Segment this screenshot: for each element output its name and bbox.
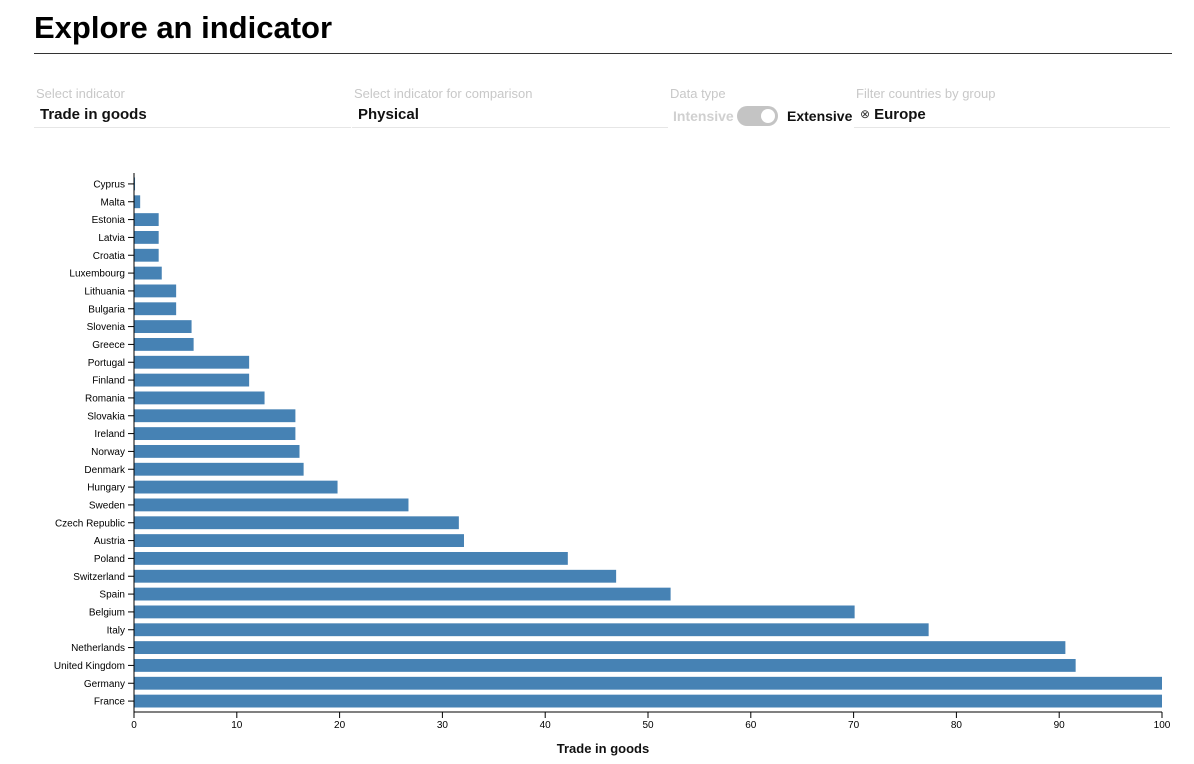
- y-tick-label-ireland: Ireland: [94, 429, 125, 440]
- bar-cyprus: [134, 177, 136, 191]
- y-tick-label-slovenia: Slovenia: [87, 322, 126, 333]
- bar-finland: [134, 373, 250, 387]
- bar-luxembourg: [134, 266, 162, 280]
- bar-portugal: [134, 355, 250, 369]
- bar-belgium: [134, 605, 855, 619]
- y-tick-label-latvia: Latvia: [98, 233, 125, 244]
- comparison-select-value: Physical: [358, 106, 419, 123]
- y-tick-label-cyprus: Cyprus: [93, 179, 125, 190]
- bar-ireland: [134, 427, 296, 441]
- y-tick-label-sweden: Sweden: [89, 500, 125, 511]
- comparison-select[interactable]: Select indicator for comparison Physical: [352, 86, 668, 128]
- x-tick-label-40: 40: [540, 720, 552, 731]
- bar-norway: [134, 444, 300, 458]
- y-tick-label-germany: Germany: [84, 679, 125, 690]
- y-tick-label-france: France: [94, 697, 126, 708]
- comparison-select-underline: [352, 127, 668, 128]
- data-type-control: Data type Intensive Extensive: [668, 86, 852, 128]
- indicator-select-label: Select indicator: [36, 86, 125, 101]
- bar-poland: [134, 551, 568, 565]
- indicator-select[interactable]: Select indicator Trade in goods: [34, 86, 351, 128]
- y-tick-label-estonia: Estonia: [92, 215, 126, 226]
- bars-group: [134, 177, 1162, 708]
- bar-sweden: [134, 498, 409, 512]
- bar-czech-republic: [134, 516, 459, 530]
- data-type-extensive-label[interactable]: Extensive: [787, 108, 853, 124]
- y-tick-label-united-kingdom: United Kingdom: [54, 661, 125, 672]
- bar-france: [134, 694, 1162, 708]
- y-tick-label-belgium: Belgium: [89, 607, 125, 618]
- y-tick-label-italy: Italy: [107, 625, 125, 636]
- y-tick-label-greece: Greece: [92, 340, 125, 351]
- bar-austria: [134, 534, 464, 548]
- bar-estonia: [134, 213, 159, 227]
- bar-greece: [134, 337, 194, 351]
- y-tick-label-netherlands: Netherlands: [71, 643, 125, 654]
- bar-croatia: [134, 248, 159, 262]
- y-tick-label-portugal: Portugal: [88, 358, 125, 369]
- page-title: Explore an indicator: [34, 10, 333, 45]
- indicator-select-value: Trade in goods: [40, 106, 147, 123]
- y-tick-label-bulgaria: Bulgaria: [88, 304, 125, 315]
- x-axis-title: Trade in goods: [557, 741, 649, 756]
- bar-lithuania: [134, 284, 177, 298]
- bar-hungary: [134, 480, 338, 494]
- data-type-toggle-knob: [761, 109, 775, 123]
- title-divider: [34, 53, 1172, 54]
- x-tick-label-10: 10: [231, 720, 243, 731]
- country-group-filter[interactable]: Filter countries by group ⊗ Europe: [854, 86, 1170, 128]
- x-tick-label-80: 80: [951, 720, 963, 731]
- bar-bulgaria: [134, 302, 177, 316]
- bar-slovenia: [134, 320, 192, 334]
- indicator-select-underline: [34, 127, 351, 128]
- x-tick-label-60: 60: [745, 720, 757, 731]
- x-tick-label-0: 0: [131, 720, 137, 731]
- y-tick-label-austria: Austria: [94, 536, 126, 547]
- bar-united-kingdom: [134, 658, 1076, 672]
- bar-germany: [134, 676, 1162, 690]
- bar-malta: [134, 195, 141, 209]
- x-tick-label-70: 70: [848, 720, 860, 731]
- y-tick-label-luxembourg: Luxembourg: [69, 269, 125, 280]
- bar-switzerland: [134, 569, 617, 583]
- y-tick-label-malta: Malta: [101, 197, 126, 208]
- comparison-select-label: Select indicator for comparison: [354, 86, 533, 101]
- y-tick-label-poland: Poland: [94, 554, 125, 565]
- bar-latvia: [134, 230, 159, 244]
- y-tick-label-finland: Finland: [92, 376, 125, 387]
- bar-slovakia: [134, 409, 296, 423]
- x-axis: 0 10 20 30 40 50 60 70 80 90 100: [131, 711, 1171, 731]
- y-tick-label-slovakia: Slovakia: [87, 411, 125, 422]
- bar-netherlands: [134, 641, 1066, 655]
- y-tick-label-romania: Romania: [85, 393, 125, 404]
- europe-chip-label: Europe: [874, 106, 926, 123]
- bar-italy: [134, 623, 929, 637]
- country-group-filter-underline: [854, 127, 1170, 128]
- data-type-intensive-label[interactable]: Intensive: [673, 108, 734, 124]
- bar-denmark: [134, 462, 304, 476]
- data-type-toggle[interactable]: [737, 106, 778, 126]
- y-tick-labels: Cyprus Malta Estonia Latvia Croatia Luxembour…: [54, 179, 134, 708]
- x-tick-label-50: 50: [642, 720, 654, 731]
- bar-romania: [134, 391, 265, 405]
- x-tick-label-100: 100: [1154, 720, 1171, 731]
- europe-filter-chip[interactable]: ⊗ Europe: [860, 106, 926, 124]
- x-tick-label-30: 30: [437, 720, 449, 731]
- y-tick-label-croatia: Croatia: [93, 251, 126, 262]
- y-tick-label-denmark: Denmark: [84, 465, 126, 476]
- x-tick-label-90: 90: [1054, 720, 1066, 731]
- close-circle-icon[interactable]: ⊗: [860, 107, 871, 121]
- y-tick-label-spain: Spain: [99, 590, 125, 601]
- data-type-label: Data type: [670, 86, 726, 101]
- y-tick-label-norway: Norway: [91, 447, 125, 458]
- country-group-filter-label: Filter countries by group: [856, 86, 996, 101]
- bar-spain: [134, 587, 671, 601]
- x-tick-label-20: 20: [334, 720, 346, 731]
- y-tick-label-switzerland: Switzerland: [73, 572, 125, 583]
- y-tick-label-lithuania: Lithuania: [84, 286, 125, 297]
- y-tick-label-hungary: Hungary: [87, 483, 125, 494]
- y-tick-label-czech-republic: Czech Republic: [55, 518, 125, 529]
